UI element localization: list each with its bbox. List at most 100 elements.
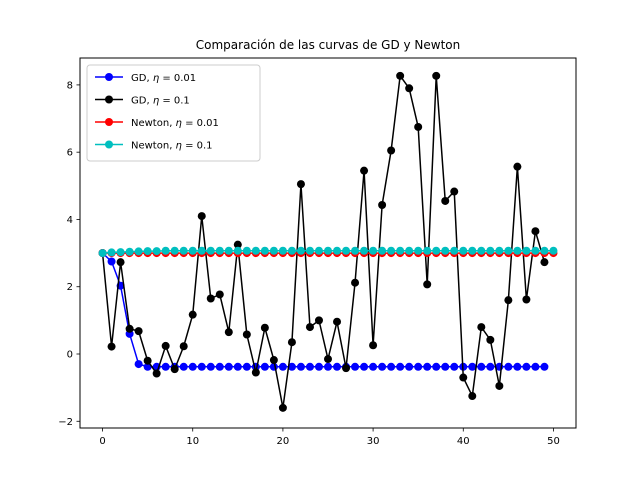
legend-label: GD, η = 0.1	[131, 96, 190, 107]
data-point	[468, 362, 477, 371]
data-point	[486, 246, 495, 255]
data-point	[432, 71, 441, 80]
series-layer	[98, 71, 558, 412]
data-point	[531, 246, 540, 255]
data-point	[251, 246, 260, 255]
data-point	[269, 246, 278, 255]
data-point	[360, 362, 369, 371]
data-point	[522, 362, 531, 371]
data-point	[423, 280, 432, 289]
data-point	[324, 355, 332, 364]
data-point	[278, 362, 287, 371]
data-point	[468, 246, 477, 255]
data-point	[396, 362, 405, 371]
x-tick-label: 0	[99, 436, 105, 447]
data-point	[134, 327, 143, 336]
data-point	[441, 246, 450, 255]
data-point	[378, 362, 387, 371]
y-tick-label: −2	[58, 417, 73, 428]
data-point	[179, 342, 188, 351]
data-point	[179, 362, 188, 371]
data-point	[170, 246, 179, 255]
data-point	[360, 166, 369, 175]
y-axis: −2 0 2 4 6 8	[58, 80, 80, 428]
x-tick-label: 40	[457, 436, 470, 447]
data-point	[215, 362, 224, 371]
data-point	[206, 294, 215, 303]
data-point	[459, 373, 468, 382]
x-tick-label: 50	[547, 436, 560, 447]
data-point	[242, 362, 251, 371]
data-point	[287, 362, 296, 371]
data-point	[396, 246, 405, 255]
data-point	[387, 362, 396, 371]
data-point	[152, 369, 161, 378]
data-point	[314, 362, 323, 371]
data-point	[161, 362, 170, 371]
series-3	[98, 246, 558, 258]
data-point	[405, 246, 414, 255]
data-point	[215, 290, 224, 299]
data-point	[486, 362, 495, 371]
data-point	[260, 323, 269, 332]
data-point	[441, 196, 450, 205]
data-point	[143, 247, 152, 256]
data-point	[224, 328, 233, 337]
plot-frame	[79, 57, 577, 429]
data-point	[134, 360, 143, 369]
plot-area	[98, 71, 558, 412]
data-point	[369, 246, 378, 255]
data-point	[296, 180, 305, 189]
data-point	[161, 341, 170, 350]
data-point	[504, 246, 513, 255]
data-point	[188, 246, 197, 255]
data-point	[305, 362, 314, 371]
data-point	[522, 295, 531, 304]
data-point	[305, 246, 314, 255]
legend-item-3: Newton, η = 0.1	[95, 140, 213, 152]
data-point	[513, 362, 522, 371]
series-1	[98, 71, 549, 412]
data-point	[441, 362, 450, 371]
data-point	[414, 246, 423, 255]
data-point	[450, 187, 459, 196]
data-point	[432, 362, 441, 371]
legend-label: Newton, η = 0.01	[131, 118, 219, 129]
data-point	[495, 246, 504, 255]
data-point	[369, 341, 378, 350]
data-point	[369, 362, 378, 371]
data-point	[314, 246, 323, 255]
data-point	[278, 246, 287, 255]
data-point	[179, 246, 188, 255]
data-point	[531, 227, 540, 236]
data-point	[522, 246, 531, 255]
data-point	[513, 246, 522, 255]
data-point	[107, 257, 116, 266]
data-point	[143, 356, 152, 365]
data-point	[107, 342, 116, 351]
data-point	[333, 317, 342, 326]
data-point	[486, 335, 495, 344]
data-point	[260, 246, 269, 255]
data-point	[540, 362, 549, 371]
data-point	[423, 246, 432, 255]
data-point	[233, 240, 242, 249]
data-point	[540, 246, 549, 255]
data-point	[170, 365, 179, 374]
data-point	[360, 246, 369, 255]
legend-label: Newton, η = 0.1	[131, 141, 213, 152]
data-point	[504, 362, 513, 371]
data-point	[324, 362, 332, 371]
legend-marker	[105, 95, 113, 104]
data-point	[152, 247, 161, 256]
y-tick-label: 6	[67, 148, 73, 159]
y-tick-label: 8	[67, 80, 73, 91]
data-point	[387, 246, 396, 255]
data-point	[459, 246, 468, 255]
data-point	[224, 362, 233, 371]
data-point	[414, 122, 423, 131]
data-point	[125, 324, 134, 333]
data-point	[107, 248, 116, 257]
data-point	[405, 84, 414, 93]
